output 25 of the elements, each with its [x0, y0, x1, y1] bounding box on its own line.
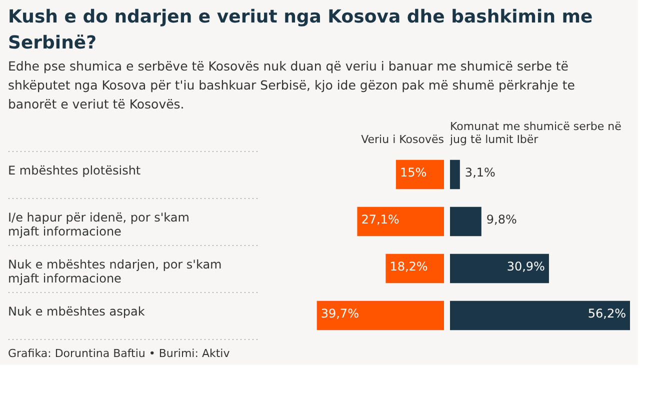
bar: [450, 254, 549, 284]
data-label: 9,8%: [486, 212, 517, 226]
y-tick-label: E mbështes plotësisht: [8, 164, 141, 178]
bar: [450, 206, 482, 236]
bar: [316, 300, 444, 330]
data-label: 27,1%: [361, 212, 400, 226]
series-label: Komunat me shumicë serbe në jug të lumit Ibër: [449, 120, 622, 146]
data-label: 18,2%: [390, 260, 428, 274]
data-label: 3,1%: [464, 166, 496, 180]
y-tick-label: I/e hapur për idenë, por s'kam mjaft informacione: [8, 210, 190, 238]
bar: [450, 160, 460, 190]
bar: [357, 206, 444, 236]
bar: [396, 160, 444, 190]
text: Grafika: Doruntina Baftiu • Burimi: Aktiv: [8, 347, 230, 360]
bar: [450, 300, 630, 330]
y-tick-label: Nuk e mbështes aspak: [8, 304, 145, 318]
data-label: 30,9%: [506, 260, 545, 274]
y-tick-label: Nuk e mbështes ndarjen, por s'kam mjaft informacione: [8, 258, 222, 286]
series-label: Veriu i Kosovës: [361, 133, 444, 146]
data-label: 56,2%: [588, 306, 626, 320]
chart-title: Kush e do ndarjen e veriut nga Kosova dhe bashkimin me Serbinë?: [8, 6, 593, 54]
chart-subtitle: Edhe pse shumica e serbëve të Kosovës nuk duan që veriu i banuar me shumicë serbe të shkëputet nga Kosova për t'iu bashkuar Serbisë, kjo ide gëzon pak më shumë përkrahje te banorët e veriut të Kosovës.: [8, 58, 576, 112]
data-label: 15%: [400, 166, 427, 180]
bar: [386, 254, 444, 284]
data-label: 39,7%: [320, 306, 359, 320]
